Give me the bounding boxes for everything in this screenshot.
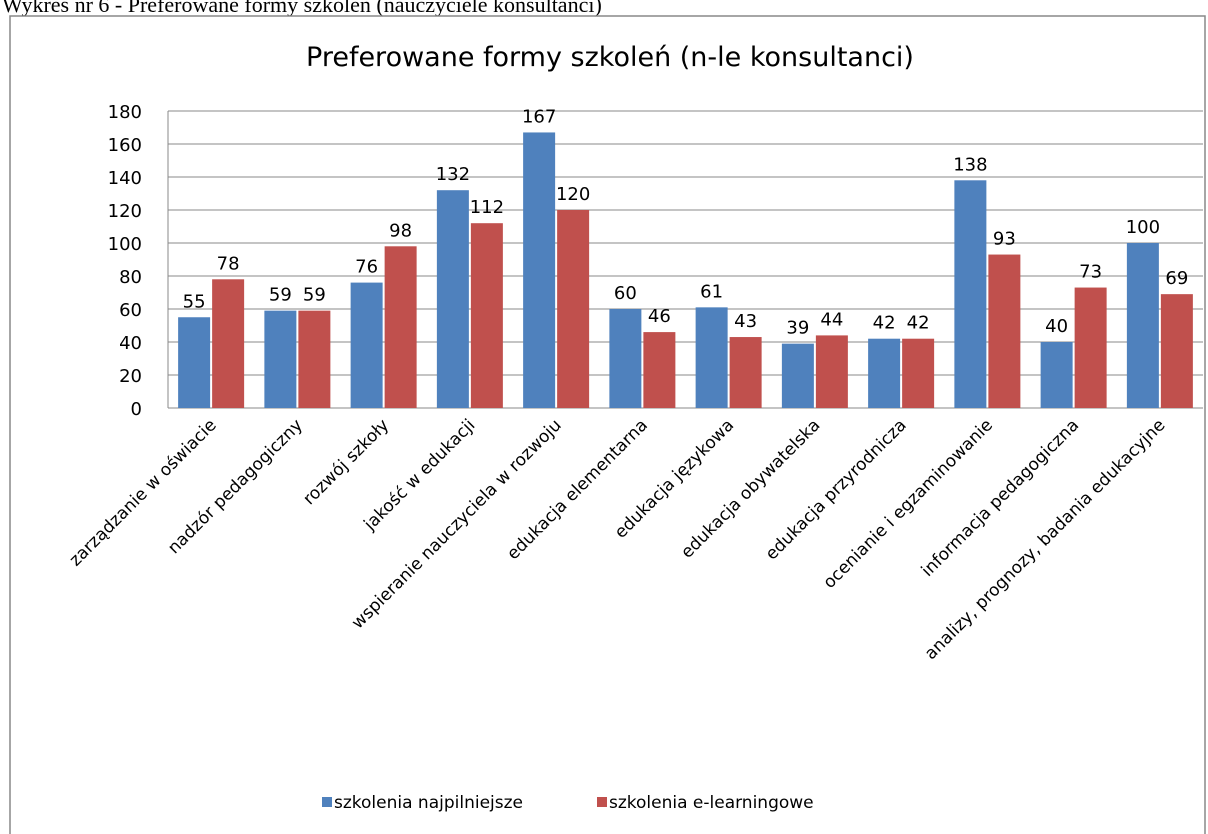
data-label: 59: [269, 285, 292, 306]
x-tick-label: rozwój szkoły: [299, 415, 393, 509]
bar: [988, 254, 1021, 408]
chart-border: [9, 15, 1206, 834]
data-label: 42: [873, 313, 896, 334]
bar: [902, 338, 935, 408]
data-label: 59: [303, 285, 326, 306]
bar: [695, 307, 728, 408]
data-label: 138: [953, 154, 987, 175]
bar: [954, 180, 987, 408]
y-tick-label: 0: [131, 399, 142, 420]
bar: [815, 335, 848, 408]
data-label: 69: [1165, 268, 1188, 289]
data-label: 120: [556, 184, 590, 205]
bar: [350, 282, 383, 408]
bar: [384, 246, 417, 408]
bar: [298, 310, 331, 408]
x-tick-label: edukacja przyrodnicza: [762, 415, 911, 564]
bar: [212, 279, 245, 408]
bar: [729, 337, 762, 408]
y-tick-label: 160: [108, 135, 142, 156]
data-label: 42: [907, 313, 930, 334]
y-tick-label: 180: [108, 102, 142, 123]
y-tick-label: 60: [119, 300, 142, 321]
legend-swatch: [322, 797, 332, 807]
bar: [436, 190, 469, 408]
data-label: 73: [1079, 262, 1102, 283]
data-label: 100: [1126, 217, 1160, 238]
data-label: 98: [389, 220, 412, 241]
bar: [470, 223, 503, 408]
bar: [264, 310, 297, 408]
x-tick-label: ocenianie i egzaminowanie: [819, 415, 996, 592]
data-label: 132: [436, 164, 470, 185]
y-tick-label: 120: [108, 201, 142, 222]
caption: Wykres nr 6 - Preferowane formy szkoleń …: [2, 0, 602, 17]
data-label: 78: [217, 253, 240, 274]
chart-title: Preferowane formy szkoleń (n-le konsulta…: [306, 42, 914, 73]
bar: [523, 132, 556, 408]
data-label: 167: [522, 106, 556, 127]
y-tick-label: 140: [108, 168, 142, 189]
legend-label: szkolenia najpilniejsze: [334, 793, 523, 813]
legend-label: szkolenia e-learningowe: [609, 793, 814, 813]
x-tick-label: edukacja elementarna: [503, 415, 652, 564]
bar: [1040, 342, 1073, 408]
data-label: 93: [993, 229, 1016, 250]
data-label: 44: [820, 309, 843, 330]
data-label: 61: [700, 281, 723, 302]
bar: [1126, 243, 1159, 408]
legend-swatch: [597, 797, 607, 807]
data-label: 55: [183, 291, 206, 312]
x-tick-label: edukacja obywatelska: [677, 415, 824, 562]
bar: [1074, 287, 1107, 408]
bar: [643, 332, 676, 408]
data-label: 46: [648, 306, 671, 327]
bar: [557, 210, 590, 408]
y-tick-label: 100: [108, 234, 142, 255]
bar: [781, 343, 814, 408]
data-label: 76: [355, 257, 378, 278]
y-tick-label: 20: [119, 366, 142, 387]
bar: [1160, 294, 1193, 408]
data-label: 40: [1045, 316, 1068, 337]
y-tick-label: 40: [119, 333, 142, 354]
y-tick-label: 80: [119, 267, 142, 288]
bar: [868, 338, 901, 408]
bar: [609, 309, 642, 408]
x-tick-label: informacja pedagogiczna: [918, 415, 1084, 581]
data-label: 112: [470, 197, 504, 218]
data-label: 43: [734, 311, 757, 332]
data-label: 60: [614, 283, 637, 304]
bar: [178, 317, 211, 408]
data-label: 39: [786, 318, 809, 339]
x-tick-label: zarządzanie w oświacie: [66, 415, 221, 570]
